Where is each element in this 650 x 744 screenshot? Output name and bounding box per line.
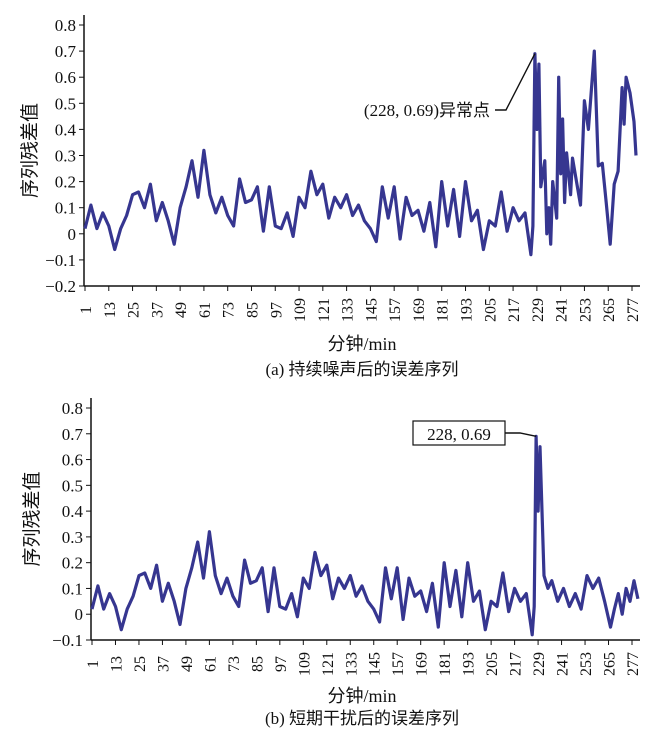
x-tick-label: 121 (320, 652, 337, 676)
x-tick-label: 253 (577, 298, 594, 322)
x-tick-label: 265 (601, 298, 618, 322)
x-tick-label: 61 (202, 656, 219, 672)
x-tick-label: 121 (316, 298, 333, 322)
x-tick-label: 133 (343, 652, 360, 676)
x-tick-label: 97 (268, 302, 285, 318)
annotation-leader-line (495, 53, 536, 111)
x-tick-label: 265 (602, 652, 619, 676)
anomaly-annotation: 228, 0.69 (427, 425, 491, 444)
y-tick-label: 0.7 (62, 425, 84, 444)
x-tick-label: 157 (390, 652, 407, 676)
x-tick-label: 241 (555, 652, 572, 676)
x-tick-label: 109 (292, 298, 309, 322)
chart-caption: (a) 持续噪声后的误差序列 (265, 360, 458, 379)
x-tick-label: 61 (197, 302, 214, 318)
x-tick-label: 1 (78, 306, 95, 314)
annotation-box (412, 420, 506, 446)
x-tick-label: 277 (625, 298, 642, 322)
y-tick-label: 0.6 (55, 68, 76, 87)
x-tick-label: 1 (85, 660, 102, 668)
x-tick-label: 109 (296, 652, 313, 676)
x-tick-label: 85 (249, 656, 266, 672)
y-tick-label: 0.3 (62, 528, 83, 547)
y-tick-label: −0.1 (45, 251, 76, 270)
x-tick-label: 85 (244, 302, 261, 318)
x-tick-label: 205 (482, 298, 499, 322)
x-tick-label: 73 (221, 302, 238, 318)
annotation-leader-line (505, 432, 537, 438)
y-tick-label: 0 (75, 605, 84, 624)
y-tick-label: 0.4 (62, 502, 84, 521)
y-tick-label: 0.6 (62, 451, 83, 470)
x-tick-label: 169 (411, 298, 428, 322)
x-tick-label: 181 (435, 298, 452, 322)
x-tick-label: 229 (531, 652, 548, 676)
anomaly-annotation: (228, 0.69)异常点 (364, 101, 490, 120)
y-tick-label: 0.2 (62, 554, 83, 573)
x-tick-label: 25 (132, 656, 149, 672)
x-tick-label: 157 (387, 298, 404, 322)
x-tick-label: 253 (578, 652, 595, 676)
x-tick-label: 229 (530, 298, 547, 322)
x-tick-label: 13 (108, 656, 125, 672)
y-tick-label: 0.2 (55, 173, 76, 192)
x-axis-label: 分钟/min (327, 334, 396, 354)
x-tick-label: 37 (155, 656, 172, 672)
y-axis-label: 序列残差值 (21, 471, 43, 566)
y-tick-label: −0.1 (52, 631, 83, 650)
x-tick-label: 193 (461, 652, 478, 676)
x-tick-label: 97 (273, 656, 290, 672)
y-tick-label: 0 (68, 225, 77, 244)
y-tick-label: 0.7 (55, 42, 77, 61)
y-tick-label: 0.3 (55, 147, 76, 166)
x-tick-label: 145 (363, 298, 380, 322)
x-tick-label: 277 (625, 652, 642, 676)
x-tick-label: 25 (126, 302, 143, 318)
x-tick-label: 181 (437, 652, 454, 676)
x-tick-label: 145 (367, 652, 384, 676)
x-tick-label: 49 (173, 302, 190, 318)
x-tick-label: 133 (340, 298, 357, 322)
y-tick-label: 0.5 (62, 476, 83, 495)
x-tick-label: 169 (414, 652, 431, 676)
residual-series-line (83, 49, 638, 257)
residual-series-line (90, 434, 640, 637)
x-axis-label: 分钟/min (327, 686, 396, 706)
x-tick-label: 241 (554, 298, 571, 322)
x-tick-label: 217 (508, 652, 525, 676)
y-tick-label: 0.1 (55, 199, 76, 218)
chart-a: −0.2−0.100.10.20.30.40.50.60.70.81 13 25 37… (19, 15, 642, 379)
y-tick-label: 0.8 (55, 16, 76, 35)
x-tick-label: 37 (149, 302, 166, 318)
chart-caption: (b) 短期干扰后的误差序列 (265, 709, 459, 728)
x-tick-label: 73 (226, 656, 243, 672)
x-tick-label: 193 (459, 298, 476, 322)
x-tick-label: 49 (179, 656, 196, 672)
y-tick-label: 0.1 (62, 579, 83, 598)
y-tick-label: 0.5 (55, 94, 76, 113)
x-tick-label: 217 (506, 298, 523, 322)
chart-b: −0.1 0 0.1 0.2 0.3 0.4 0.5 0.6 0.7 0.8 1 13 25 37 49 61… (21, 398, 642, 728)
y-tick-label: 0.4 (55, 120, 77, 139)
y-axis-label: 序列残差值 (19, 103, 41, 198)
x-tick-label: 13 (102, 302, 119, 318)
y-tick-label: −0.2 (45, 277, 76, 296)
y-tick-label: 0.8 (62, 399, 83, 418)
x-tick-label: 205 (484, 652, 501, 676)
